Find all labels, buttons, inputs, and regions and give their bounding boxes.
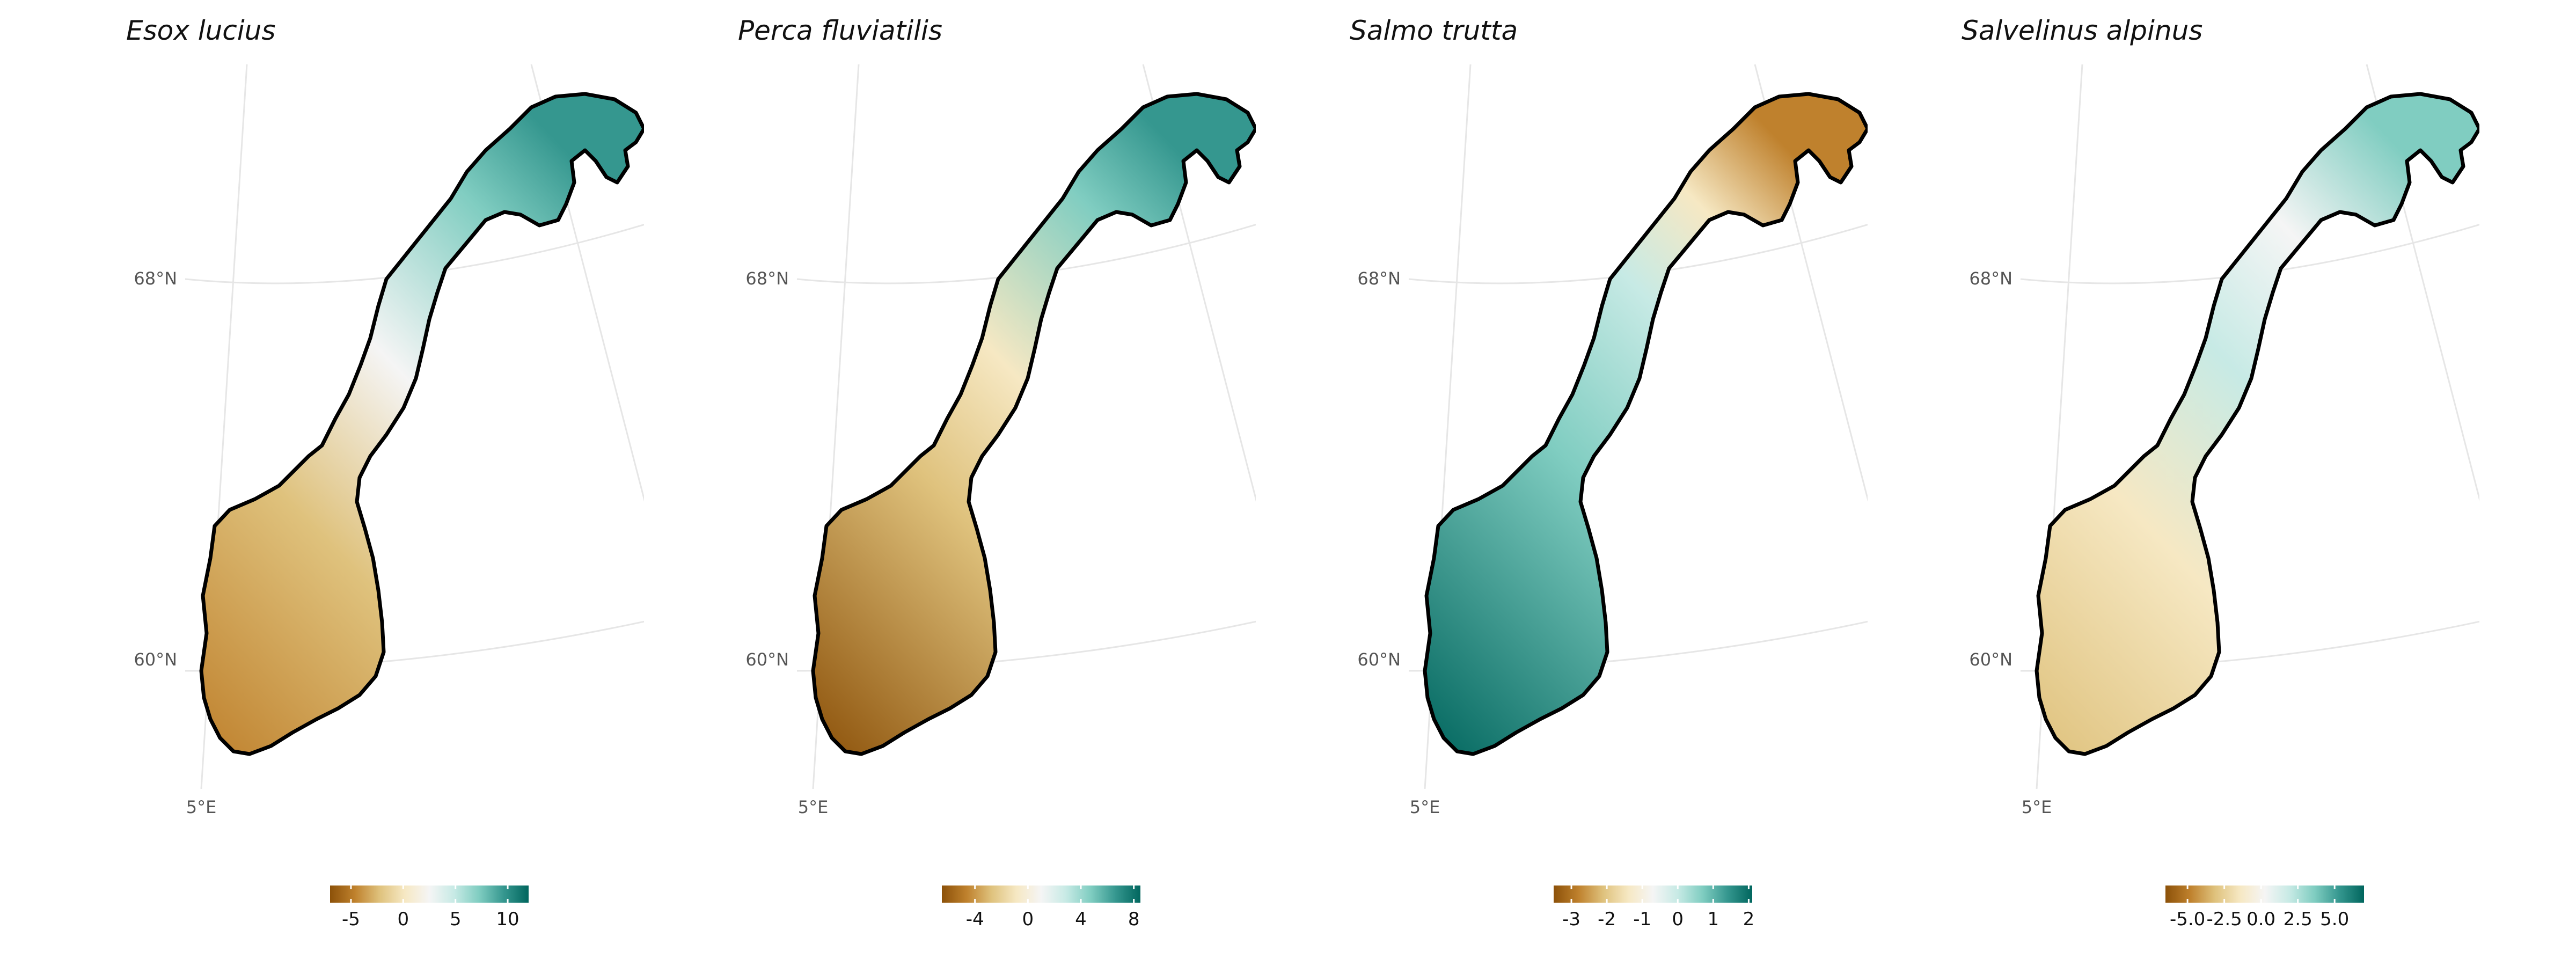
legend-tick-label: 4 bbox=[1075, 909, 1087, 930]
lon-label-5e: 5°E bbox=[798, 797, 829, 817]
legend-tick-label: -1 bbox=[1633, 909, 1651, 930]
lat-label-68: 68°N bbox=[1357, 268, 1401, 289]
legend-tick-label: 0 bbox=[1672, 909, 1684, 930]
map-svg: 68°N 60°N 5°E -5 0 5 10 bbox=[134, 64, 644, 930]
legend-tick-label: -3 bbox=[1562, 909, 1580, 930]
panel-title: Salmo trutta bbox=[1350, 15, 1518, 46]
legend-tick-label: 0 bbox=[1022, 909, 1034, 930]
legend-tick-label: 0.0 bbox=[2246, 909, 2275, 930]
panel-title: Perca fluviatilis bbox=[738, 15, 942, 46]
value-surface bbox=[813, 94, 1256, 754]
lat-label-60: 60°N bbox=[134, 649, 177, 670]
legend-tick-label: 2 bbox=[1743, 909, 1755, 930]
legend-tick-label: -2 bbox=[1598, 909, 1616, 930]
panel-title: Salvelinus alpinus bbox=[1962, 15, 2203, 46]
legend-tick-label: 5 bbox=[450, 909, 462, 930]
map-svg: 68°N 60°N 5°E -4 0 4 8 bbox=[745, 64, 1256, 930]
lat-label-60: 60°N bbox=[745, 649, 789, 670]
lon-label-5e: 5°E bbox=[2022, 797, 2052, 817]
norway-shape bbox=[199, 92, 644, 756]
lat-label-60: 60°N bbox=[1969, 649, 2012, 670]
map-panel-salvelinus-alpinus: Salvelinus alpinus 68°N 60°N 5°E -5.0 -2.… bbox=[1835, 0, 2479, 966]
value-surface bbox=[2037, 94, 2479, 754]
legend-tick-label: 8 bbox=[1128, 909, 1140, 930]
lat-label-68: 68°N bbox=[745, 268, 789, 289]
lat-label-68: 68°N bbox=[134, 268, 177, 289]
norway-shape bbox=[1423, 92, 1868, 756]
map-panel-perca-fluviatilis: Perca fluviatilis 68°N 60°N 5°E -4 0 4 8 bbox=[612, 0, 1256, 966]
map-panel-esox-lucius: Esox lucius 68°N 60°N 5°E -5 0 5 10 bbox=[0, 0, 644, 966]
lon-label-5e: 5°E bbox=[186, 797, 217, 817]
legend-tick-label: -5.0 bbox=[2170, 909, 2205, 930]
legend-tick-label: 0 bbox=[397, 909, 409, 930]
legend-tick-label: 2.5 bbox=[2284, 909, 2312, 930]
norway-shape bbox=[811, 92, 1256, 756]
map-svg: 68°N 60°N 5°E -3 -2 -1 0 1 2 bbox=[1357, 64, 1868, 930]
value-surface bbox=[1425, 94, 1868, 754]
legend-tick-label: 10 bbox=[496, 909, 519, 930]
lat-label-68: 68°N bbox=[1969, 268, 2012, 289]
legend-tick-label: 5.0 bbox=[2320, 909, 2349, 930]
color-legend: -4 0 4 8 bbox=[942, 885, 1140, 930]
map-svg: 68°N 60°N 5°E -5.0 -2.5 0.0 2.5 5.0 bbox=[1969, 64, 2479, 930]
color-legend: -3 -2 -1 0 1 2 bbox=[1554, 885, 1754, 930]
map-panel-salmo-trutta: Salmo trutta 68°N 60°N 5°E -3 -2 -1 0 1 2 bbox=[1224, 0, 1868, 966]
legend-tick-label: -2.5 bbox=[2206, 909, 2242, 930]
legend-tick-label: -5 bbox=[342, 909, 360, 930]
color-legend: -5 0 5 10 bbox=[330, 885, 529, 930]
color-legend: -5.0 -2.5 0.0 2.5 5.0 bbox=[2165, 885, 2364, 930]
legend-tick-label: 1 bbox=[1708, 909, 1719, 930]
panel-title: Esox lucius bbox=[126, 15, 276, 46]
value-surface bbox=[201, 94, 644, 754]
legend-tick-label: -4 bbox=[966, 909, 984, 930]
lat-label-60: 60°N bbox=[1357, 649, 1401, 670]
norway-shape bbox=[2035, 92, 2479, 756]
graticule: 68°N 60°N 5°E bbox=[1357, 64, 1868, 817]
lon-label-5e: 5°E bbox=[1410, 797, 1440, 817]
